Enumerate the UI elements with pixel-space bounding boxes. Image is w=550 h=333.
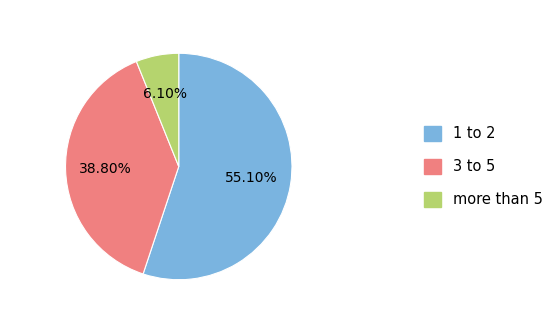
Legend: 1 to 2, 3 to 5, more than 5: 1 to 2, 3 to 5, more than 5 (424, 126, 543, 207)
Text: 55.10%: 55.10% (225, 171, 278, 185)
Wedge shape (143, 53, 292, 280)
Text: 38.80%: 38.80% (79, 162, 131, 176)
Text: 6.10%: 6.10% (143, 87, 187, 101)
Wedge shape (136, 53, 179, 166)
Wedge shape (65, 62, 179, 274)
